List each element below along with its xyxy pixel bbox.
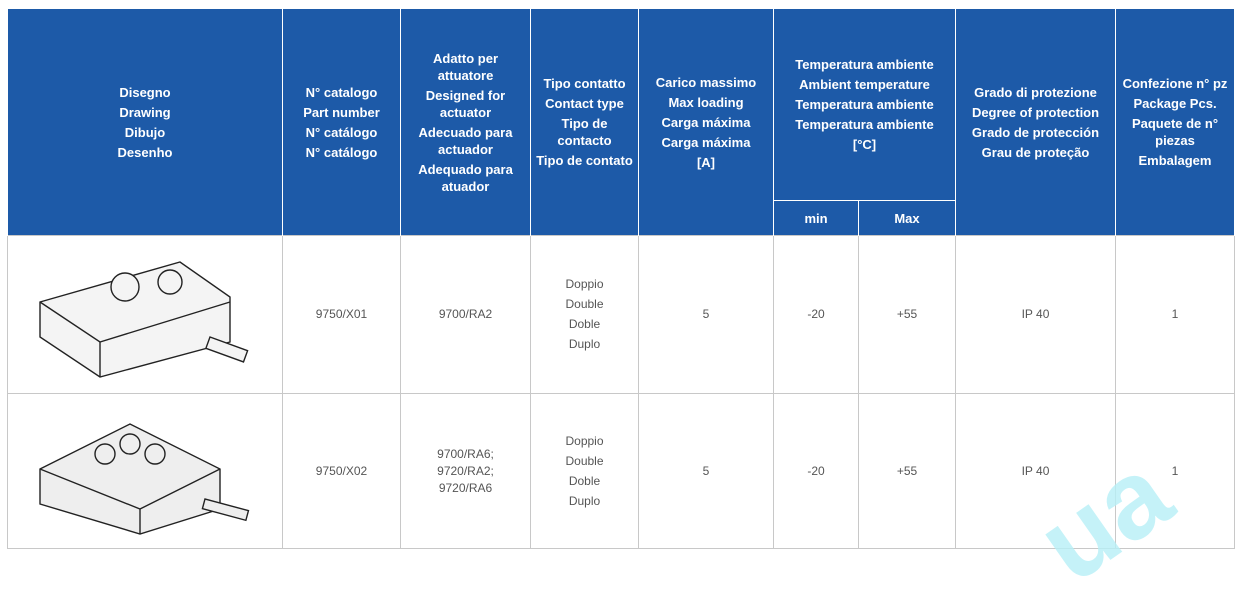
header-line: Designed for actuator — [425, 87, 506, 120]
contact-type: Doppio — [565, 277, 604, 291]
header-line: N° catalogo — [305, 84, 378, 100]
header-cell: Grado di protezione Degree of protection G… — [955, 8, 1116, 236]
contact-type: Duplo — [568, 337, 601, 351]
header-line: N° catálogo — [305, 124, 378, 140]
header-cell: Temperatura ambiente Ambient temperature T… — [773, 8, 956, 201]
header-line: Carico massimo — [655, 74, 757, 90]
header-line: Desenho — [117, 144, 173, 160]
header-line: Max loading — [668, 94, 744, 110]
load-value: 5 — [638, 393, 774, 549]
header-line: [°C] — [852, 137, 877, 152]
header-line: Grado de protección — [971, 124, 1100, 140]
header-line: Adecuado para actuador — [418, 124, 513, 157]
header-line: Temperatura ambiente — [795, 117, 934, 132]
contact-type: Doble — [568, 317, 601, 331]
header-line: Temperatura ambiente — [795, 57, 934, 72]
header-line: Tipo de contacto — [557, 116, 612, 148]
table-row: 9750/X02 9700/RA6; 9720/RA2; 9720/RA6 Doppio… — [7, 393, 1235, 549]
header-line: Temperatura ambiente — [795, 97, 934, 112]
header-line: Tipo contatto — [543, 76, 626, 91]
part-number: 9750/X01 — [282, 235, 401, 394]
header-line: Package Pcs. — [1133, 96, 1217, 111]
header-line: Dibujo — [124, 124, 166, 140]
header-line: Drawing — [119, 104, 171, 120]
header-line: Paquete de n° piezas — [1131, 116, 1219, 148]
table-body: 9750/X01 9700/RA2 Doppio Double Doble Duplo 5-… — [7, 235, 1235, 549]
header-subrow: min Max — [8, 200, 1235, 236]
package-value: 1 — [1115, 235, 1235, 394]
header-line: Disegno — [119, 84, 171, 100]
actuator-cell: 9700/RA2 — [400, 235, 531, 394]
contact-type: Double — [565, 453, 604, 468]
header-line: Confezione n° pz — [1122, 76, 1228, 91]
max-value: +55 — [858, 235, 956, 394]
header-line: Adatto per attuatore — [433, 50, 498, 83]
actuator: 9700/RA2 — [438, 307, 493, 321]
drawing-cell — [7, 393, 283, 549]
device-drawing — [39, 422, 250, 535]
header-cell: N° catalogo Part number N° catálogo N° catá… — [282, 8, 401, 236]
header-line: Ambient temperature — [799, 77, 930, 92]
protection-value: IP 40 — [955, 393, 1116, 549]
load-value: 5 — [638, 235, 774, 394]
contact-type: Double — [565, 297, 604, 311]
header-cell: Tipo contatto Contact type Tipo de contact… — [530, 8, 639, 236]
drawing-cell — [7, 235, 283, 394]
product-table: Disegno Drawing Dibujo Desenho N° catalogo Pa… — [7, 8, 1235, 549]
header-line: Carga máxima — [661, 114, 751, 130]
contact-type: Doble — [568, 473, 601, 488]
contact-type: Duplo — [568, 493, 601, 508]
actuator: 9720/RA2; — [437, 463, 494, 478]
table-row: 9750/X01 9700/RA2 Doppio Double Doble Duplo 5-… — [7, 235, 1235, 394]
header-row: Disegno Drawing Dibujo Desenho N° catalogo Pa… — [7, 8, 1235, 236]
min-value: -20 — [773, 393, 859, 549]
device-drawing — [39, 261, 249, 378]
page: Disegno Drawing Dibujo Desenho N° catalogo Pa… — [7, 8, 1235, 606]
actuator-cell: 9700/RA6; 9720/RA2; 9720/RA6 — [400, 393, 531, 549]
header-cell: Carico massimo Max loading Carga máxima Car… — [638, 8, 774, 236]
table-header: Disegno Drawing Dibujo Desenho N° catalogo Pa… — [7, 8, 1235, 236]
header-line: Grau de proteção — [981, 144, 1090, 160]
header-cell: Confezione n° pz Package Pcs. Paquete de n… — [1115, 8, 1235, 236]
header-line: Grado di protezione — [974, 84, 1097, 100]
header-subcell: Max — [858, 200, 956, 236]
header-subcell: min — [773, 200, 859, 236]
actuator: 9700/RA6; — [437, 446, 494, 461]
part-number: 9750/X02 — [282, 393, 401, 549]
header-line: [A] — [696, 154, 716, 170]
header-cell: Adatto per attuatore Designed for actuato… — [400, 8, 531, 236]
contact-cell: Doppio Double Doble Duplo — [530, 393, 639, 549]
header-line: Degree of protection — [971, 104, 1100, 120]
header-line: Embalagem — [1138, 153, 1212, 168]
header-line: N° catálogo — [305, 144, 378, 160]
contact-type: Doppio — [565, 433, 604, 448]
header-line: Tipo de contato — [536, 153, 633, 168]
actuator: 9720/RA6 — [438, 480, 493, 495]
protection-value: IP 40 — [955, 235, 1116, 394]
header-line: Contact type — [545, 96, 624, 111]
min-value: -20 — [773, 235, 859, 394]
header-line: Carga máxima — [661, 134, 751, 150]
contact-cell: Doppio Double Doble Duplo — [530, 235, 639, 394]
header-line: Adequado para atuador — [418, 161, 513, 194]
header-cell: Disegno Drawing Dibujo Desenho — [7, 8, 283, 236]
package-value: 1 — [1115, 393, 1235, 549]
max-value: +55 — [858, 393, 956, 549]
header-line: Part number — [303, 104, 380, 120]
